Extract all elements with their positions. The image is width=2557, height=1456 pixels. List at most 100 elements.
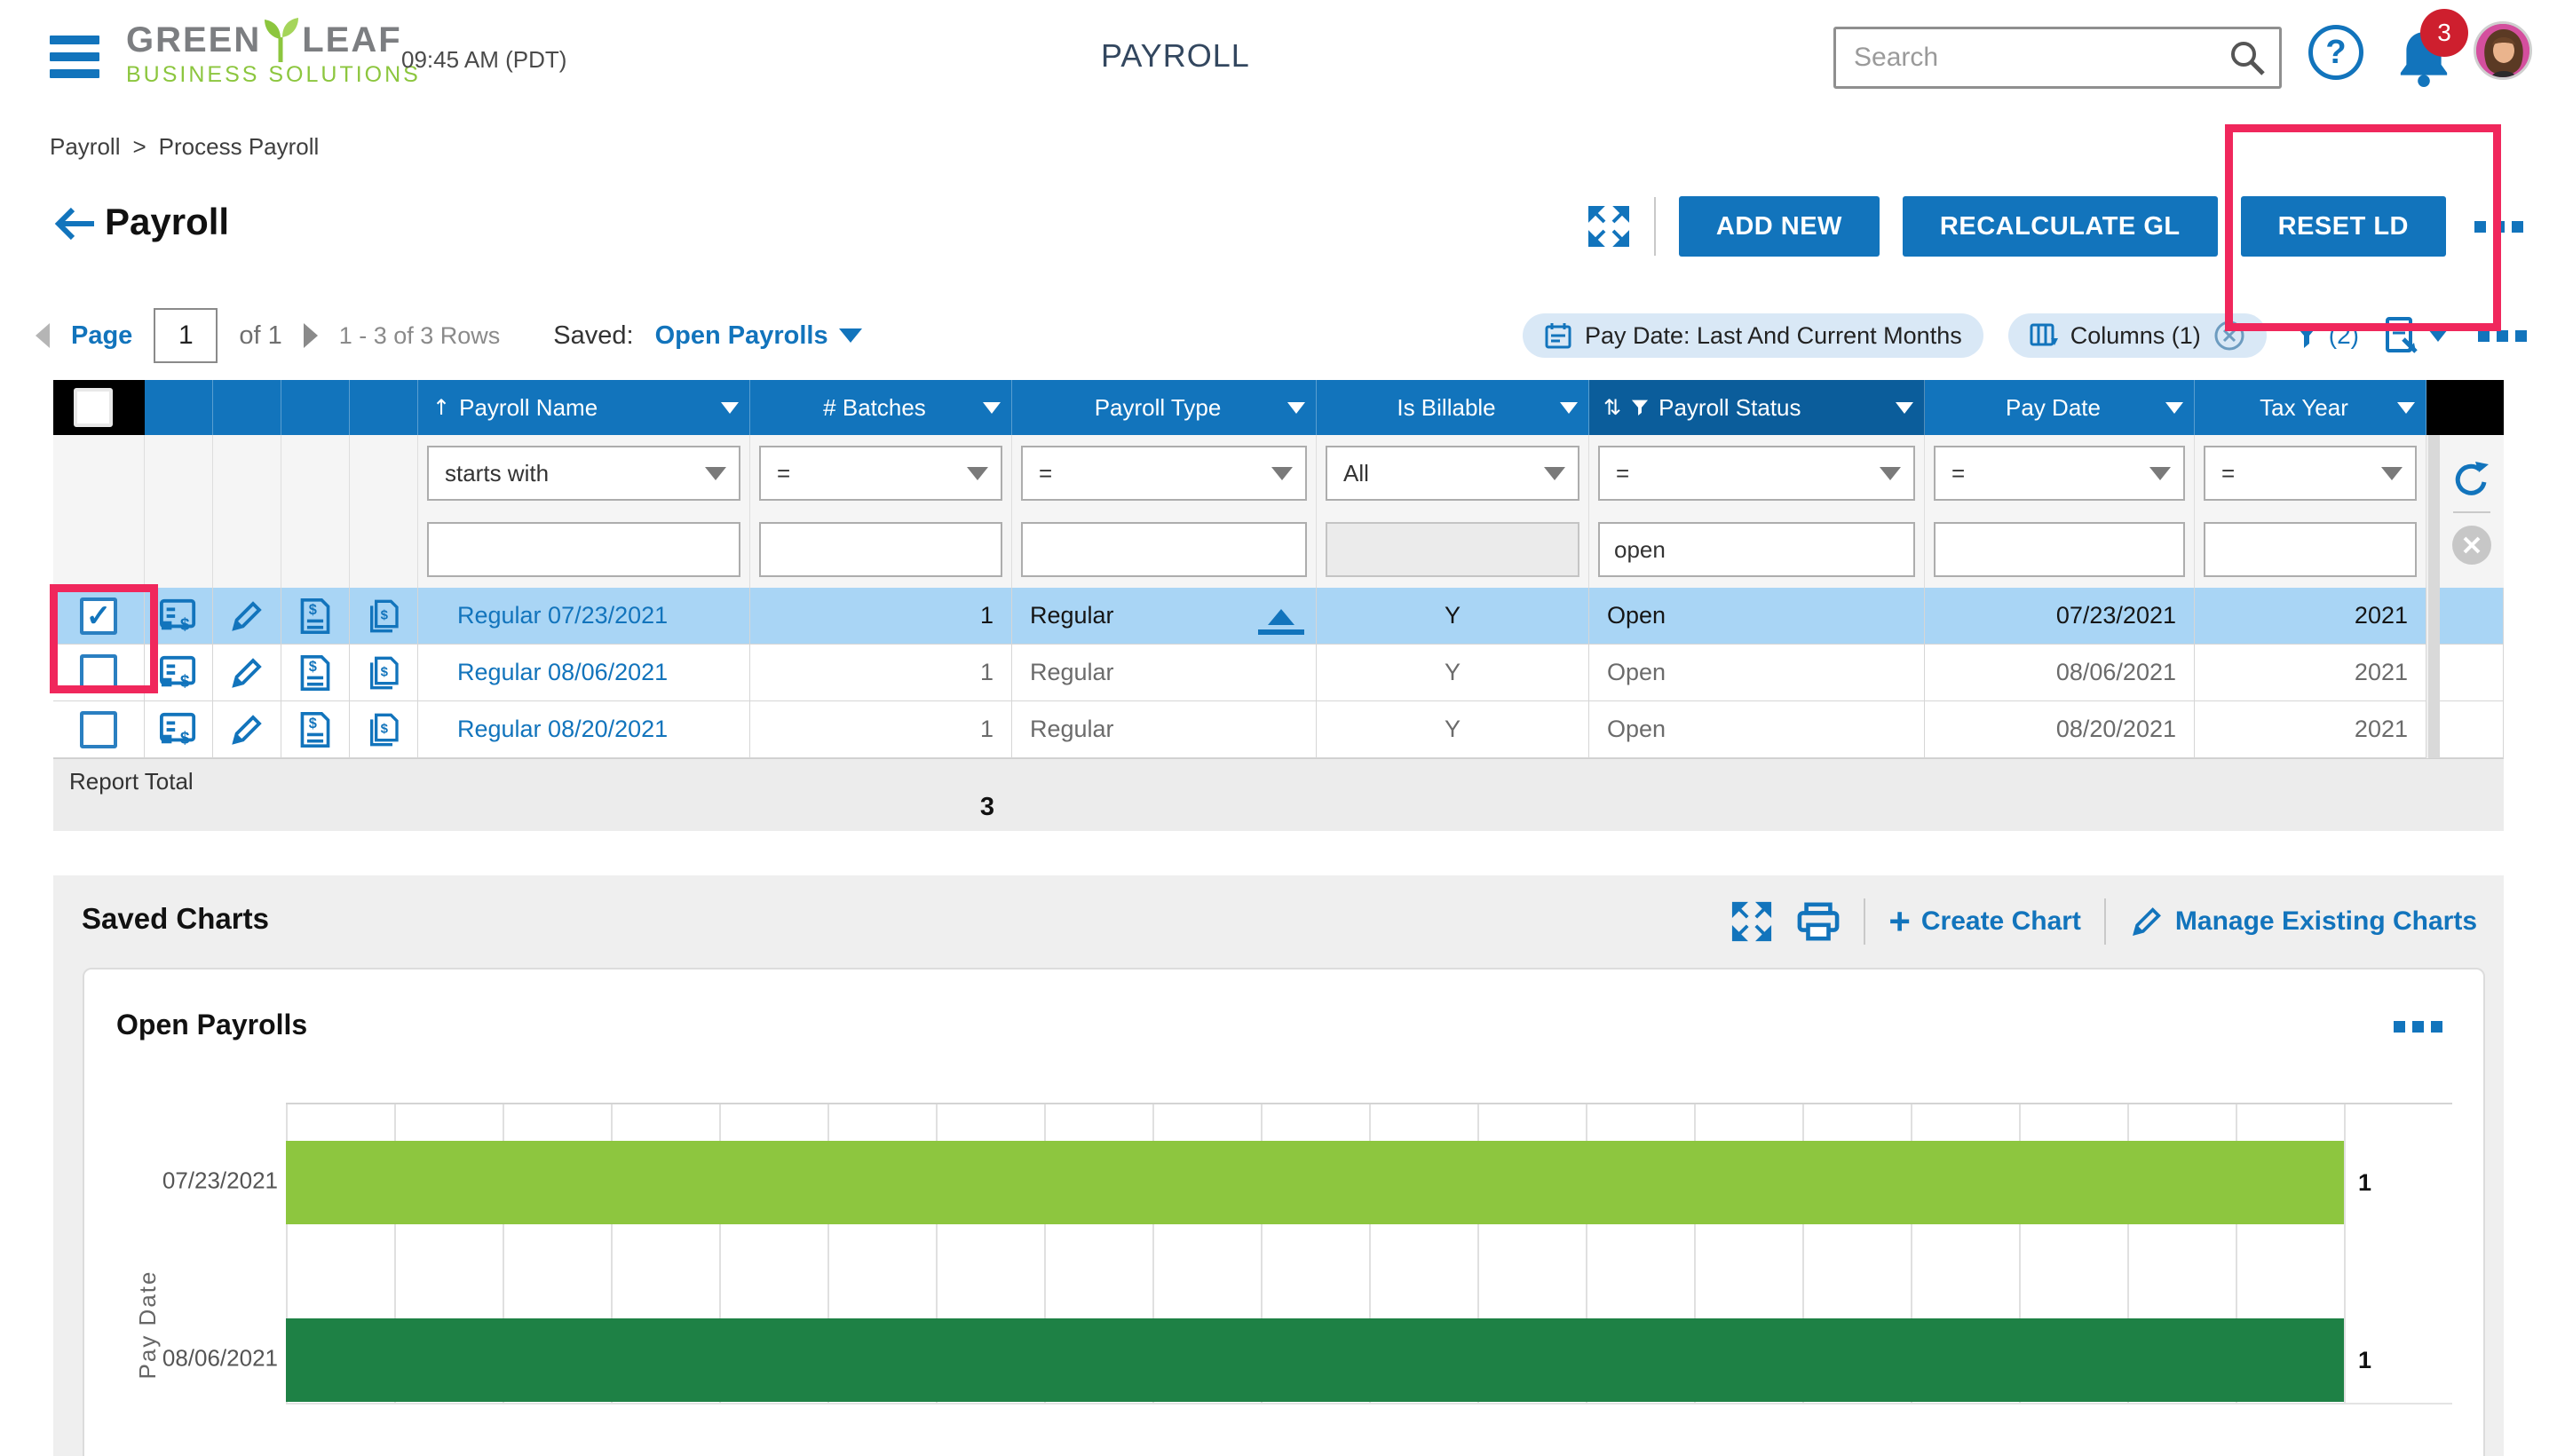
- filter-value-batches[interactable]: [759, 522, 1002, 577]
- search-icon[interactable]: [2228, 38, 2267, 77]
- divider: [2103, 898, 2106, 945]
- process-payroll-icon[interactable]: $: [158, 711, 199, 748]
- header-icon-col-3: [281, 380, 350, 435]
- chevron-down-icon[interactable]: [1287, 401, 1305, 414]
- col-header-batches[interactable]: # Batches: [750, 380, 1012, 435]
- add-new-button[interactable]: ADD NEW: [1678, 196, 1880, 257]
- breadcrumb-item-payroll[interactable]: Payroll: [50, 133, 121, 160]
- filter-value-payroll-type[interactable]: [1021, 522, 1307, 577]
- cell-batches: 1: [750, 645, 1012, 701]
- bar-08-06-2021[interactable]: [286, 1318, 2344, 1402]
- filter-operator-payroll-name[interactable]: starts with: [427, 446, 740, 501]
- edit-pencil-icon[interactable]: [228, 654, 265, 692]
- payroll-grid: ↑ Payroll Name # Batches Payroll Type Is…: [53, 380, 2504, 831]
- filter-funnel-icon[interactable]: (2): [2292, 320, 2359, 351]
- refresh-icon[interactable]: [2451, 458, 2492, 499]
- breadcrumb-item-process-payroll[interactable]: Process Payroll: [158, 133, 320, 160]
- filter-operator-batches[interactable]: =: [759, 446, 1002, 501]
- col-header-payroll-status[interactable]: ⇅ Payroll Status: [1589, 380, 1925, 435]
- chevron-down-icon[interactable]: [1896, 401, 1913, 414]
- vertical-scrollbar[interactable]: [2426, 435, 2440, 758]
- pay-statement-icon[interactable]: $: [297, 710, 333, 749]
- page-number-input[interactable]: [154, 308, 218, 363]
- create-chart-button[interactable]: + Create Chart: [1888, 900, 2081, 942]
- process-payroll-icon[interactable]: $: [158, 654, 199, 692]
- edit-pencil-icon[interactable]: [228, 597, 265, 635]
- col-header-payroll-name[interactable]: ↑ Payroll Name: [418, 380, 750, 435]
- chevron-down-icon[interactable]: [983, 401, 1001, 414]
- reset-ld-button[interactable]: RESET LD: [2240, 196, 2446, 257]
- chevron-down-icon[interactable]: [1560, 401, 1578, 414]
- clear-circle-icon[interactable]: [2452, 526, 2491, 565]
- table-row[interactable]: ✓ $ $ $ Regular 07/23/2021 1 Regular Y O…: [53, 588, 2504, 645]
- prev-page-icon[interactable]: [36, 323, 50, 348]
- svg-text:$: $: [309, 602, 317, 618]
- chevron-down-icon[interactable]: [721, 401, 739, 414]
- cell-payroll-status: Open: [1589, 588, 1925, 645]
- table-row[interactable]: $ $ $ Regular 08/20/2021 1 Regular Y Ope…: [53, 701, 2504, 758]
- cell-tax-year: 2021: [2195, 588, 2426, 645]
- pagination: Page of 1 1 - 3 of 3 Rows Saved: Open Pa…: [36, 300, 862, 371]
- more-ellipsis-icon[interactable]: [2473, 325, 2532, 347]
- print-icon[interactable]: [1796, 901, 1841, 942]
- col-header-pay-date[interactable]: Pay Date: [1925, 380, 2195, 435]
- process-payroll-icon[interactable]: $: [158, 597, 199, 635]
- more-ellipsis-icon[interactable]: [2388, 1016, 2448, 1038]
- avatar[interactable]: [2474, 21, 2532, 80]
- chevron-down-icon[interactable]: [2165, 401, 2183, 414]
- pay-statement-icon[interactable]: $: [297, 597, 333, 636]
- filter-operator-payroll-type[interactable]: =: [1021, 446, 1307, 501]
- expand-icon[interactable]: [1587, 204, 1631, 249]
- edit-pencil-icon[interactable]: [228, 711, 265, 748]
- filter-value-payroll-status[interactable]: [1598, 522, 1915, 577]
- payroll-name-link[interactable]: Regular 07/23/2021: [457, 602, 669, 629]
- more-ellipsis-icon[interactable]: [2469, 216, 2529, 238]
- col-header-tax-year[interactable]: Tax Year: [2195, 380, 2426, 435]
- chevron-down-icon[interactable]: [2397, 401, 2415, 414]
- filter-value-tax-year[interactable]: [2204, 522, 2417, 577]
- pay-date-filter-chip[interactable]: Pay Date: Last And Current Months: [1522, 313, 1983, 358]
- manage-existing-charts-button[interactable]: Manage Existing Charts: [2129, 904, 2477, 939]
- cell-is-billable: Y: [1317, 588, 1589, 645]
- filter-operator-payroll-status[interactable]: =: [1598, 446, 1915, 501]
- filter-operator-tax-year[interactable]: =: [2204, 446, 2417, 501]
- next-page-icon[interactable]: [303, 323, 318, 348]
- svg-text:$: $: [180, 672, 190, 691]
- table-row[interactable]: $ $ $ Regular 08/06/2021 1 Regular Y Ope…: [53, 645, 2504, 701]
- select-all-checkbox[interactable]: [73, 388, 113, 427]
- copy-statement-icon[interactable]: $: [366, 653, 401, 692]
- grid-action-rail: [2440, 435, 2504, 588]
- expand-icon[interactable]: [1730, 900, 1773, 943]
- col-header-payroll-type[interactable]: Payroll Type: [1012, 380, 1317, 435]
- columns-chip[interactable]: Columns (1): [2007, 313, 2267, 358]
- toolbar-row: Page of 1 1 - 3 of 3 Rows Saved: Open Pa…: [0, 300, 2557, 371]
- pay-statement-icon[interactable]: $: [297, 653, 333, 692]
- copy-statement-icon[interactable]: $: [366, 710, 401, 749]
- help-icon[interactable]: ?: [2308, 25, 2363, 80]
- row-checkbox[interactable]: [80, 653, 117, 692]
- back-arrow-icon[interactable]: [51, 204, 98, 243]
- row-checkbox[interactable]: [80, 710, 117, 748]
- export-icon[interactable]: [2384, 316, 2448, 355]
- copy-statement-icon[interactable]: $: [366, 597, 401, 636]
- menu-icon[interactable]: [50, 36, 99, 78]
- filter-operator-pay-date[interactable]: =: [1934, 446, 2185, 501]
- sort-asc-icon: ↑: [432, 395, 451, 420]
- search-input[interactable]: [1836, 43, 2228, 73]
- payroll-name-link[interactable]: Regular 08/06/2021: [457, 659, 669, 685]
- collapse-arrow-icon[interactable]: [1256, 609, 1306, 635]
- remove-circle-icon[interactable]: [2213, 320, 2245, 352]
- sprout-icon: [265, 18, 299, 62]
- saved-view-select[interactable]: Open Payrolls: [655, 321, 862, 351]
- filter-value-pay-date[interactable]: [1934, 522, 2185, 577]
- grid-header-row: ↑ Payroll Name # Batches Payroll Type Is…: [53, 380, 2504, 435]
- report-total-label: Report Total: [69, 768, 194, 795]
- recalculate-gl-button[interactable]: RECALCULATE GL: [1902, 196, 2218, 257]
- filter-operator-is-billable[interactable]: All: [1326, 446, 1579, 501]
- plot-area: 1 1: [286, 1103, 2452, 1405]
- filter-value-payroll-name[interactable]: [427, 522, 740, 577]
- bar-07-23-2021[interactable]: [286, 1141, 2344, 1224]
- row-checkbox-checked[interactable]: ✓: [80, 597, 117, 635]
- payroll-name-link[interactable]: Regular 08/20/2021: [457, 716, 669, 742]
- col-header-is-billable[interactable]: Is Billable: [1317, 380, 1589, 435]
